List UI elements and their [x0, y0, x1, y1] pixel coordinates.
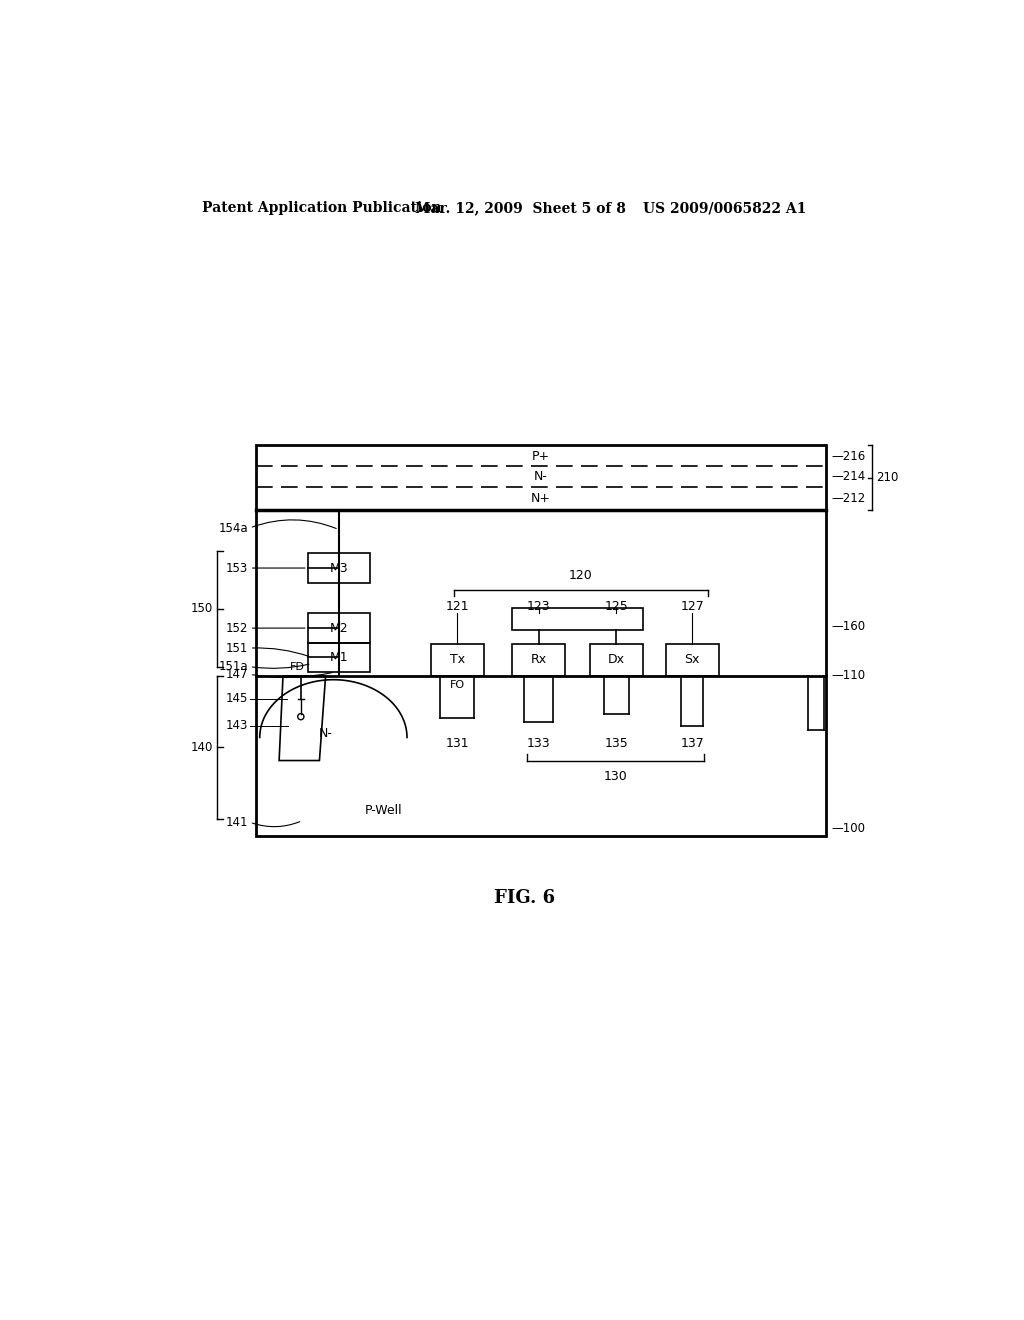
Text: 120: 120 — [568, 569, 593, 582]
Text: N+: N+ — [530, 492, 551, 506]
Text: Mar. 12, 2009  Sheet 5 of 8: Mar. 12, 2009 Sheet 5 of 8 — [415, 202, 626, 215]
Text: FO: FO — [450, 680, 465, 690]
Text: FD: FD — [290, 663, 304, 672]
Text: 147: 147 — [225, 668, 248, 681]
Text: P+: P+ — [531, 450, 550, 463]
Text: 137: 137 — [680, 738, 705, 751]
Text: 151: 151 — [225, 642, 248, 655]
Text: 123: 123 — [527, 599, 551, 612]
Text: 140: 140 — [190, 741, 213, 754]
Text: 152: 152 — [225, 622, 248, 635]
Bar — [512, 609, 643, 630]
Bar — [308, 643, 370, 672]
Bar — [431, 644, 483, 676]
Text: —214: —214 — [831, 470, 866, 483]
Text: —110: —110 — [831, 669, 866, 682]
Text: —160: —160 — [831, 620, 866, 634]
Text: M2: M2 — [330, 622, 348, 635]
Text: 131: 131 — [445, 738, 469, 751]
Text: 153: 153 — [226, 561, 248, 574]
Text: 210: 210 — [876, 471, 898, 484]
Text: 130: 130 — [603, 770, 628, 783]
Text: 143: 143 — [225, 719, 248, 733]
Text: N-: N- — [318, 727, 333, 741]
Text: Rx: Rx — [530, 653, 547, 667]
Text: 150: 150 — [191, 602, 213, 615]
Text: Sx: Sx — [684, 653, 699, 667]
Text: Tx: Tx — [450, 653, 465, 667]
Text: Patent Application Publication: Patent Application Publication — [202, 202, 441, 215]
Text: —216: —216 — [831, 450, 866, 463]
Text: 145: 145 — [225, 693, 248, 705]
Text: —212: —212 — [831, 492, 866, 506]
Text: 151a: 151a — [218, 660, 248, 673]
Bar — [512, 644, 565, 676]
Text: 135: 135 — [604, 738, 628, 751]
Text: N-: N- — [534, 470, 548, 483]
Text: P-Well: P-Well — [365, 804, 402, 817]
Text: 125: 125 — [604, 599, 628, 612]
Bar — [666, 644, 719, 676]
Text: 133: 133 — [527, 738, 551, 751]
Text: M1: M1 — [330, 651, 348, 664]
Bar — [308, 553, 370, 582]
Text: 127: 127 — [680, 599, 705, 612]
Text: 141: 141 — [225, 816, 248, 829]
Text: US 2009/0065822 A1: US 2009/0065822 A1 — [643, 202, 807, 215]
Bar — [590, 644, 643, 676]
Text: 121: 121 — [445, 599, 469, 612]
Bar — [308, 614, 370, 643]
Text: Dx: Dx — [608, 653, 625, 667]
Text: M3: M3 — [330, 561, 348, 574]
Text: —100: —100 — [831, 822, 865, 834]
Text: FIG. 6: FIG. 6 — [495, 888, 555, 907]
Text: 154a: 154a — [218, 521, 248, 535]
